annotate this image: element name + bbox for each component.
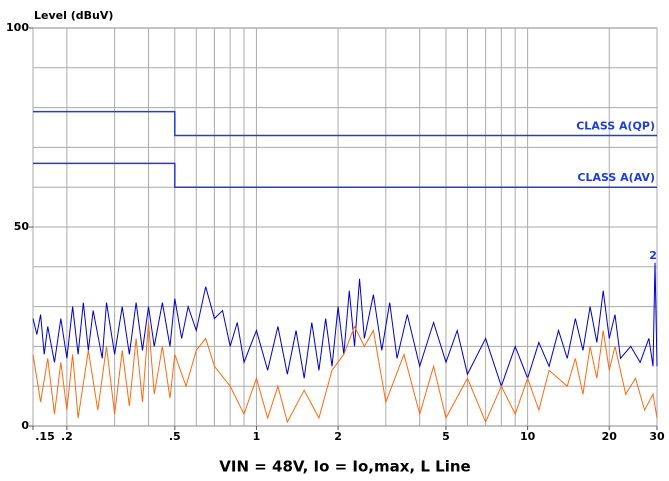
series-line [32,322,658,424]
y-tick-label: 100 [6,21,29,34]
caption: VIN = 48V, Io = Io,max, L Line [219,458,470,476]
limit-label: CLASS A(AV) [577,171,655,184]
x-tick-label: 2 [334,430,342,443]
x-tick-label: .15 [35,430,55,443]
y-tick-label: 0 [21,419,29,432]
x-tick-label: 5 [442,430,450,443]
x-tick-label: 1 [253,430,261,443]
series-line [32,262,658,388]
x-tick-label: 30 [649,430,665,443]
y-axis-label: Level (dBuV) [34,9,113,22]
annotation: 2 [649,249,657,262]
y-tick-label: 50 [14,220,30,233]
limit-label: CLASS A(QP) [576,119,655,132]
x-tick-label: .5 [169,430,181,443]
x-tick-label: 10 [520,430,536,443]
x-tick-label: 20 [602,430,618,443]
series-line [33,162,657,188]
x-tick-label: .2 [61,430,73,443]
series-line [33,110,657,137]
